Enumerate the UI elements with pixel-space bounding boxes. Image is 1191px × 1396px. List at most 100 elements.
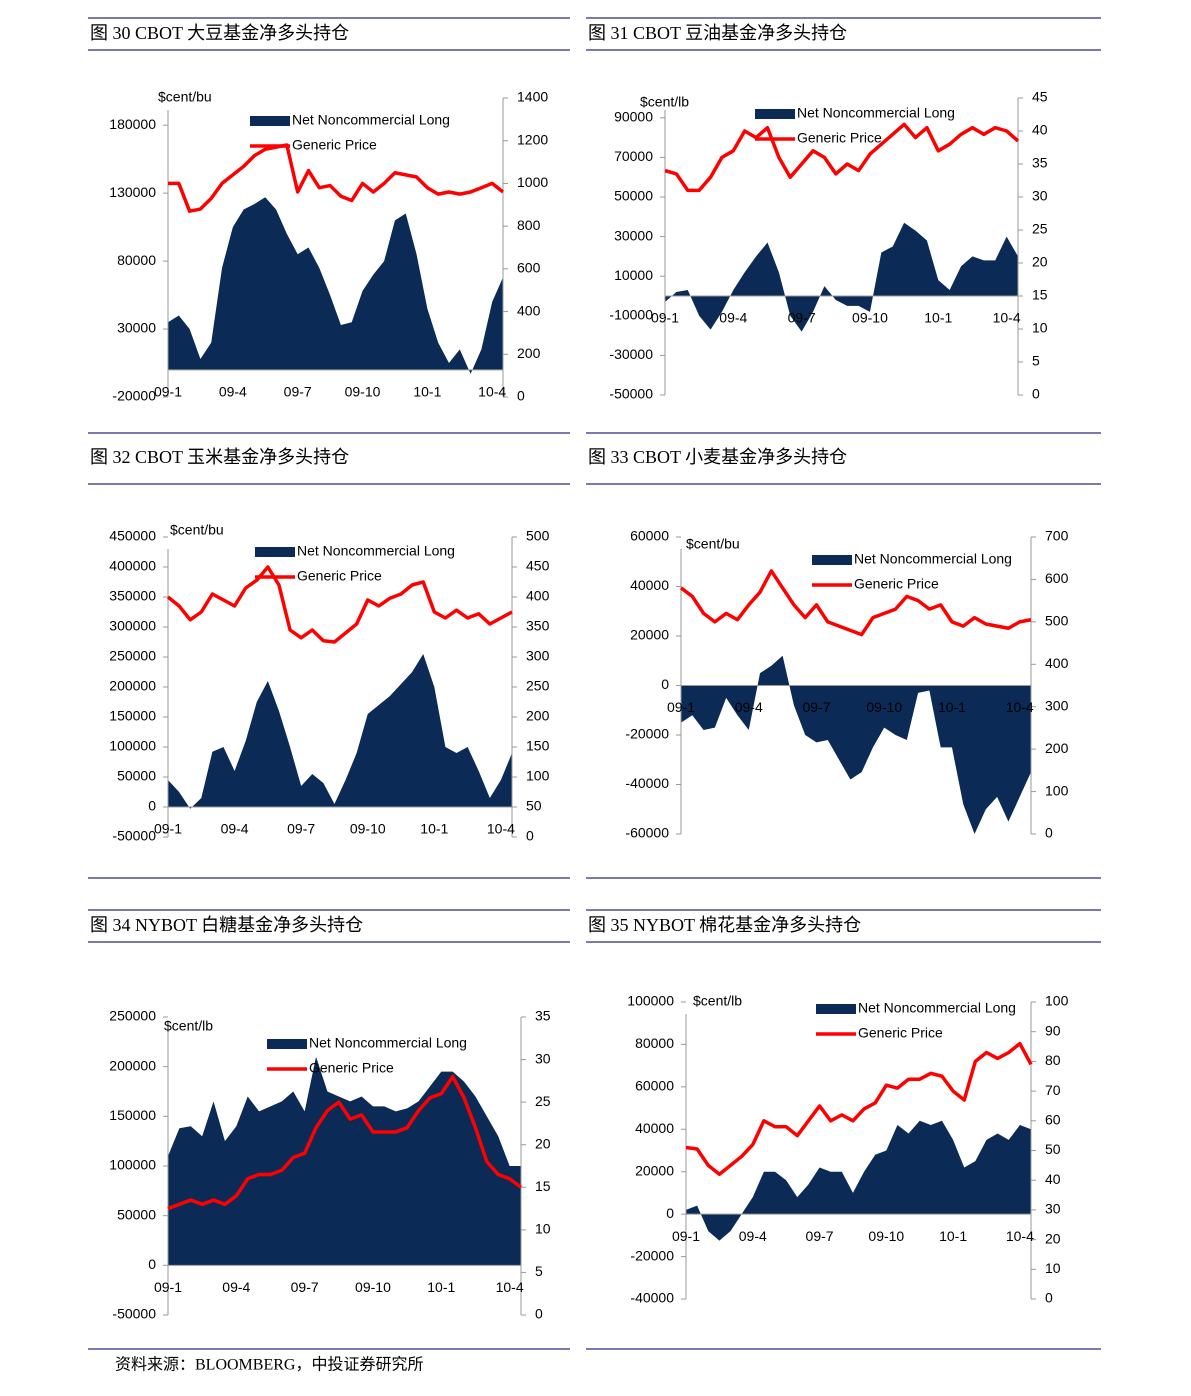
y2-tick-label: 1200 — [517, 131, 548, 147]
x-tick-label: 09-7 — [287, 821, 315, 837]
legend-swatch — [255, 547, 295, 557]
y-tick-label: -10000 — [609, 307, 653, 323]
x-tick-label: 09-4 — [719, 310, 747, 326]
y2-tick-label: 40 — [1032, 122, 1048, 138]
y2-tick-label: 0 — [1032, 386, 1040, 402]
y2-tick-label: 500 — [526, 528, 550, 544]
y2-tick-label: 500 — [1045, 613, 1069, 629]
x-tick-label: 09-10 — [355, 1279, 391, 1295]
y2-tick-label: 200 — [517, 345, 541, 361]
y-tick-label: 350000 — [109, 588, 156, 604]
x-tick-label: 09-10 — [868, 1228, 904, 1244]
x-tick-label: 09-7 — [291, 1279, 319, 1295]
x-tick-label: 10-1 — [413, 384, 441, 400]
y2-tick-label: 35 — [1032, 155, 1048, 171]
x-tick-label: 09-1 — [672, 1228, 700, 1244]
x-tick-label: 09-10 — [350, 821, 386, 837]
y2-tick-label: 50 — [526, 798, 542, 814]
y-tick-label: 200000 — [109, 1057, 156, 1073]
legend-label: Net Noncommercial Long — [797, 105, 955, 121]
legend-label: Generic Price — [297, 568, 382, 584]
legend-label: Net Noncommercial Long — [858, 1000, 1016, 1016]
chart-title: 图 34 NYBOT 白糖基金净多头持仓 — [90, 915, 363, 935]
x-tick-label: 09-7 — [788, 310, 816, 326]
y-tick-label: 100000 — [109, 738, 156, 754]
y2-tick-label: 400 — [526, 588, 550, 604]
y2-tick-label: 20 — [535, 1135, 551, 1151]
chart: 图 32 CBOT 玉米基金净多头持仓 -50000 0 50000 100000 150… — [90, 447, 550, 844]
y2-tick-label: 250 — [526, 678, 550, 694]
chart: 图 34 NYBOT 白糖基金净多头持仓 -50000 0 50000 100000 15… — [90, 915, 551, 1322]
y-tick-label: 50000 — [614, 188, 653, 204]
y2-tick-label: 5 — [1032, 353, 1040, 369]
source-note: 资料来源：BLOOMBERG，中投证券研究所 — [115, 1356, 423, 1374]
legend-label: Net Noncommercial Long — [854, 551, 1012, 567]
legend-swatch — [816, 1004, 856, 1014]
y2-tick-label: 15 — [1032, 287, 1048, 303]
y-tick-label: -40000 — [625, 775, 669, 791]
x-tick-label: 10-4 — [1006, 699, 1034, 715]
price-line — [679, 569, 1032, 637]
y-tick-label: 60000 — [630, 528, 669, 544]
x-tick-label: 09-10 — [345, 384, 381, 400]
y2-tick-label: 25 — [535, 1093, 551, 1109]
y2-tick-label: 70 — [1045, 1082, 1061, 1098]
y2-tick-label: 30 — [535, 1050, 551, 1066]
legend-label: Net Noncommercial Long — [292, 112, 450, 128]
x-tick-label: 09-4 — [222, 1279, 250, 1295]
y2-tick-label: 20 — [1045, 1230, 1061, 1246]
y-tick-label: 0 — [661, 676, 669, 692]
y-tick-label: -50000 — [112, 828, 156, 844]
price-line — [168, 143, 505, 213]
x-tick-label: 09-10 — [866, 699, 902, 715]
x-tick-label: 09-10 — [852, 310, 888, 326]
y2-tick-label: 30 — [1032, 188, 1048, 204]
y-tick-label: 90000 — [614, 109, 653, 125]
y2-tick-label: 150 — [526, 738, 550, 754]
x-tick-label: 09-4 — [221, 821, 249, 837]
y-tick-label: 400000 — [109, 558, 156, 574]
price-line — [685, 1041, 1033, 1177]
y-tick-label: -20000 — [112, 388, 156, 404]
y2-tick-label: 0 — [535, 1306, 543, 1322]
y2-tick-label: 100 — [1045, 993, 1069, 1009]
y-tick-label: 40000 — [630, 577, 669, 593]
x-tick-label: 09-4 — [219, 384, 247, 400]
y-tick-label: 0 — [666, 1205, 674, 1221]
price-line — [166, 565, 513, 644]
chart: 图 30 CBOT 大豆基金净多头持仓 -20000 30000 80000 13000… — [90, 23, 548, 404]
x-tick-label: 10-4 — [478, 384, 506, 400]
y2-tick-label: 80 — [1045, 1052, 1061, 1068]
y-tick-label: 130000 — [109, 184, 156, 200]
y2-tick-label: 300 — [526, 648, 550, 664]
y-tick-label: 50000 — [117, 768, 156, 784]
y-tick-label: 250000 — [109, 648, 156, 664]
x-tick-label: 10-1 — [427, 1279, 455, 1295]
area — [686, 1120, 1031, 1241]
chart-title: 图 30 CBOT 大豆基金净多头持仓 — [90, 23, 349, 43]
y2-tick-label: 800 — [517, 217, 541, 233]
area — [665, 222, 1018, 332]
legend-swatch — [812, 555, 852, 565]
y-tick-label: 30000 — [117, 320, 156, 336]
y2-tick-label: 200 — [526, 708, 550, 724]
x-tick-label: 10-1 — [938, 699, 966, 715]
y-tick-label: -30000 — [609, 346, 653, 362]
legend-label: Generic Price — [309, 1060, 394, 1076]
legend-label: Generic Price — [854, 576, 939, 592]
y-axis-label: $cent/lb — [164, 1018, 213, 1034]
x-tick-label: 09-1 — [154, 821, 182, 837]
x-tick-label: 10-4 — [487, 821, 515, 837]
y-tick-label: -50000 — [609, 386, 653, 402]
price-line — [167, 1074, 523, 1211]
y-tick-label: 250000 — [109, 1008, 156, 1024]
legend-swatch — [267, 1039, 307, 1049]
x-tick-label: 09-1 — [667, 699, 695, 715]
y-tick-label: -50000 — [112, 1306, 156, 1322]
x-tick-label: 09-7 — [806, 1228, 834, 1244]
x-tick-label: 09-4 — [739, 1228, 767, 1244]
legend-label: Generic Price — [858, 1025, 943, 1041]
x-tick-label: 10-1 — [924, 310, 952, 326]
x-tick-label: 09-7 — [284, 384, 312, 400]
y2-tick-label: 0 — [1045, 825, 1053, 841]
